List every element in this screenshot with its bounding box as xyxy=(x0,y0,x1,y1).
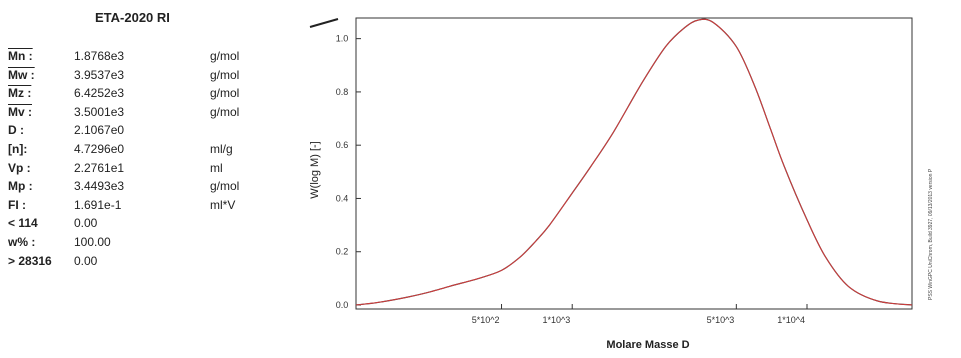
x-tick-label: 1*10^4 xyxy=(777,315,805,325)
result-unit: ml/g xyxy=(210,142,233,156)
y-ticks: 0.0 0.2 0.4 0.6 0.8 1.0 xyxy=(336,34,361,310)
x-tick-label: 5*10^2 xyxy=(472,315,500,325)
result-unit: ml*V xyxy=(210,197,236,212)
plot-frame xyxy=(355,17,913,310)
distribution-curve xyxy=(355,18,913,306)
result-label: Mp : xyxy=(8,179,33,194)
x-ticks: 5*10^2 1*10^3 5*10^3 1*10^4 xyxy=(472,304,808,325)
y-tick-label: 0.0 xyxy=(336,300,349,310)
x-axis-label: Molare Masse D xyxy=(606,339,689,351)
result-value: 0.00 xyxy=(74,216,98,231)
y-tick-label: 1.0 xyxy=(336,34,349,44)
y-axis-label: W(log M) [-] xyxy=(309,141,321,198)
result-value: 3.9537e3 xyxy=(74,67,125,82)
result-label: > 28316 xyxy=(8,253,52,268)
result-label: Mz : xyxy=(8,86,32,101)
x-tick-label: 1*10^3 xyxy=(542,315,570,325)
result-label: w% : xyxy=(8,235,36,249)
result-label: D : xyxy=(8,123,24,138)
software-version-text: PSS WinGPC UniChrom, Build 3927, 09/13/2… xyxy=(928,168,934,300)
result-value: 100.00 xyxy=(74,235,111,249)
results-title: ETA-2020 RI xyxy=(95,10,170,25)
result-unit: g/mol xyxy=(210,67,240,82)
result-value: 6.4252e3 xyxy=(74,86,125,101)
result-unit: g/mol xyxy=(210,104,240,119)
result-value: 3.5001e3 xyxy=(74,104,125,119)
result-label: Vp : xyxy=(8,160,31,175)
x-tick-label: 5*10^3 xyxy=(707,315,735,325)
y-tick-label: 0.2 xyxy=(336,247,349,257)
result-value: 2.1067e0 xyxy=(74,123,125,138)
result-value: 0.00 xyxy=(74,253,98,268)
result-label: Mn : xyxy=(8,49,33,63)
result-value: 1.8768e3 xyxy=(74,49,125,63)
result-unit: g/mol xyxy=(210,49,240,63)
result-value: 2.2761e1 xyxy=(74,160,125,175)
result-label: Mv : xyxy=(8,104,32,119)
pen-mark xyxy=(309,18,339,28)
result-label: < 114 xyxy=(8,216,38,231)
result-unit: ml xyxy=(210,160,223,175)
result-value: 3.4493e3 xyxy=(74,179,125,194)
result-label: FI : xyxy=(8,197,26,212)
result-unit: g/mol xyxy=(210,179,240,194)
result-unit: g/mol xyxy=(210,86,240,101)
results-panel: ETA-2020 RI Mn : 1.8768e3 g/mol Mw : 3.9537e… xyxy=(0,0,300,358)
result-label: Mw : xyxy=(8,67,35,82)
y-tick-label: 0.6 xyxy=(336,140,349,150)
distribution-chart: 0.0 0.2 0.4 0.6 0.8 1.0 5*10^2 1*10^3 5*10^3 1*1… xyxy=(309,17,934,351)
y-tick-label: 0.8 xyxy=(336,87,349,97)
y-tick-label: 0.4 xyxy=(336,193,349,203)
result-value: 1.691e-1 xyxy=(74,197,122,212)
result-value: 4.7296e0 xyxy=(74,142,125,156)
result-label: [n]: xyxy=(8,142,28,156)
